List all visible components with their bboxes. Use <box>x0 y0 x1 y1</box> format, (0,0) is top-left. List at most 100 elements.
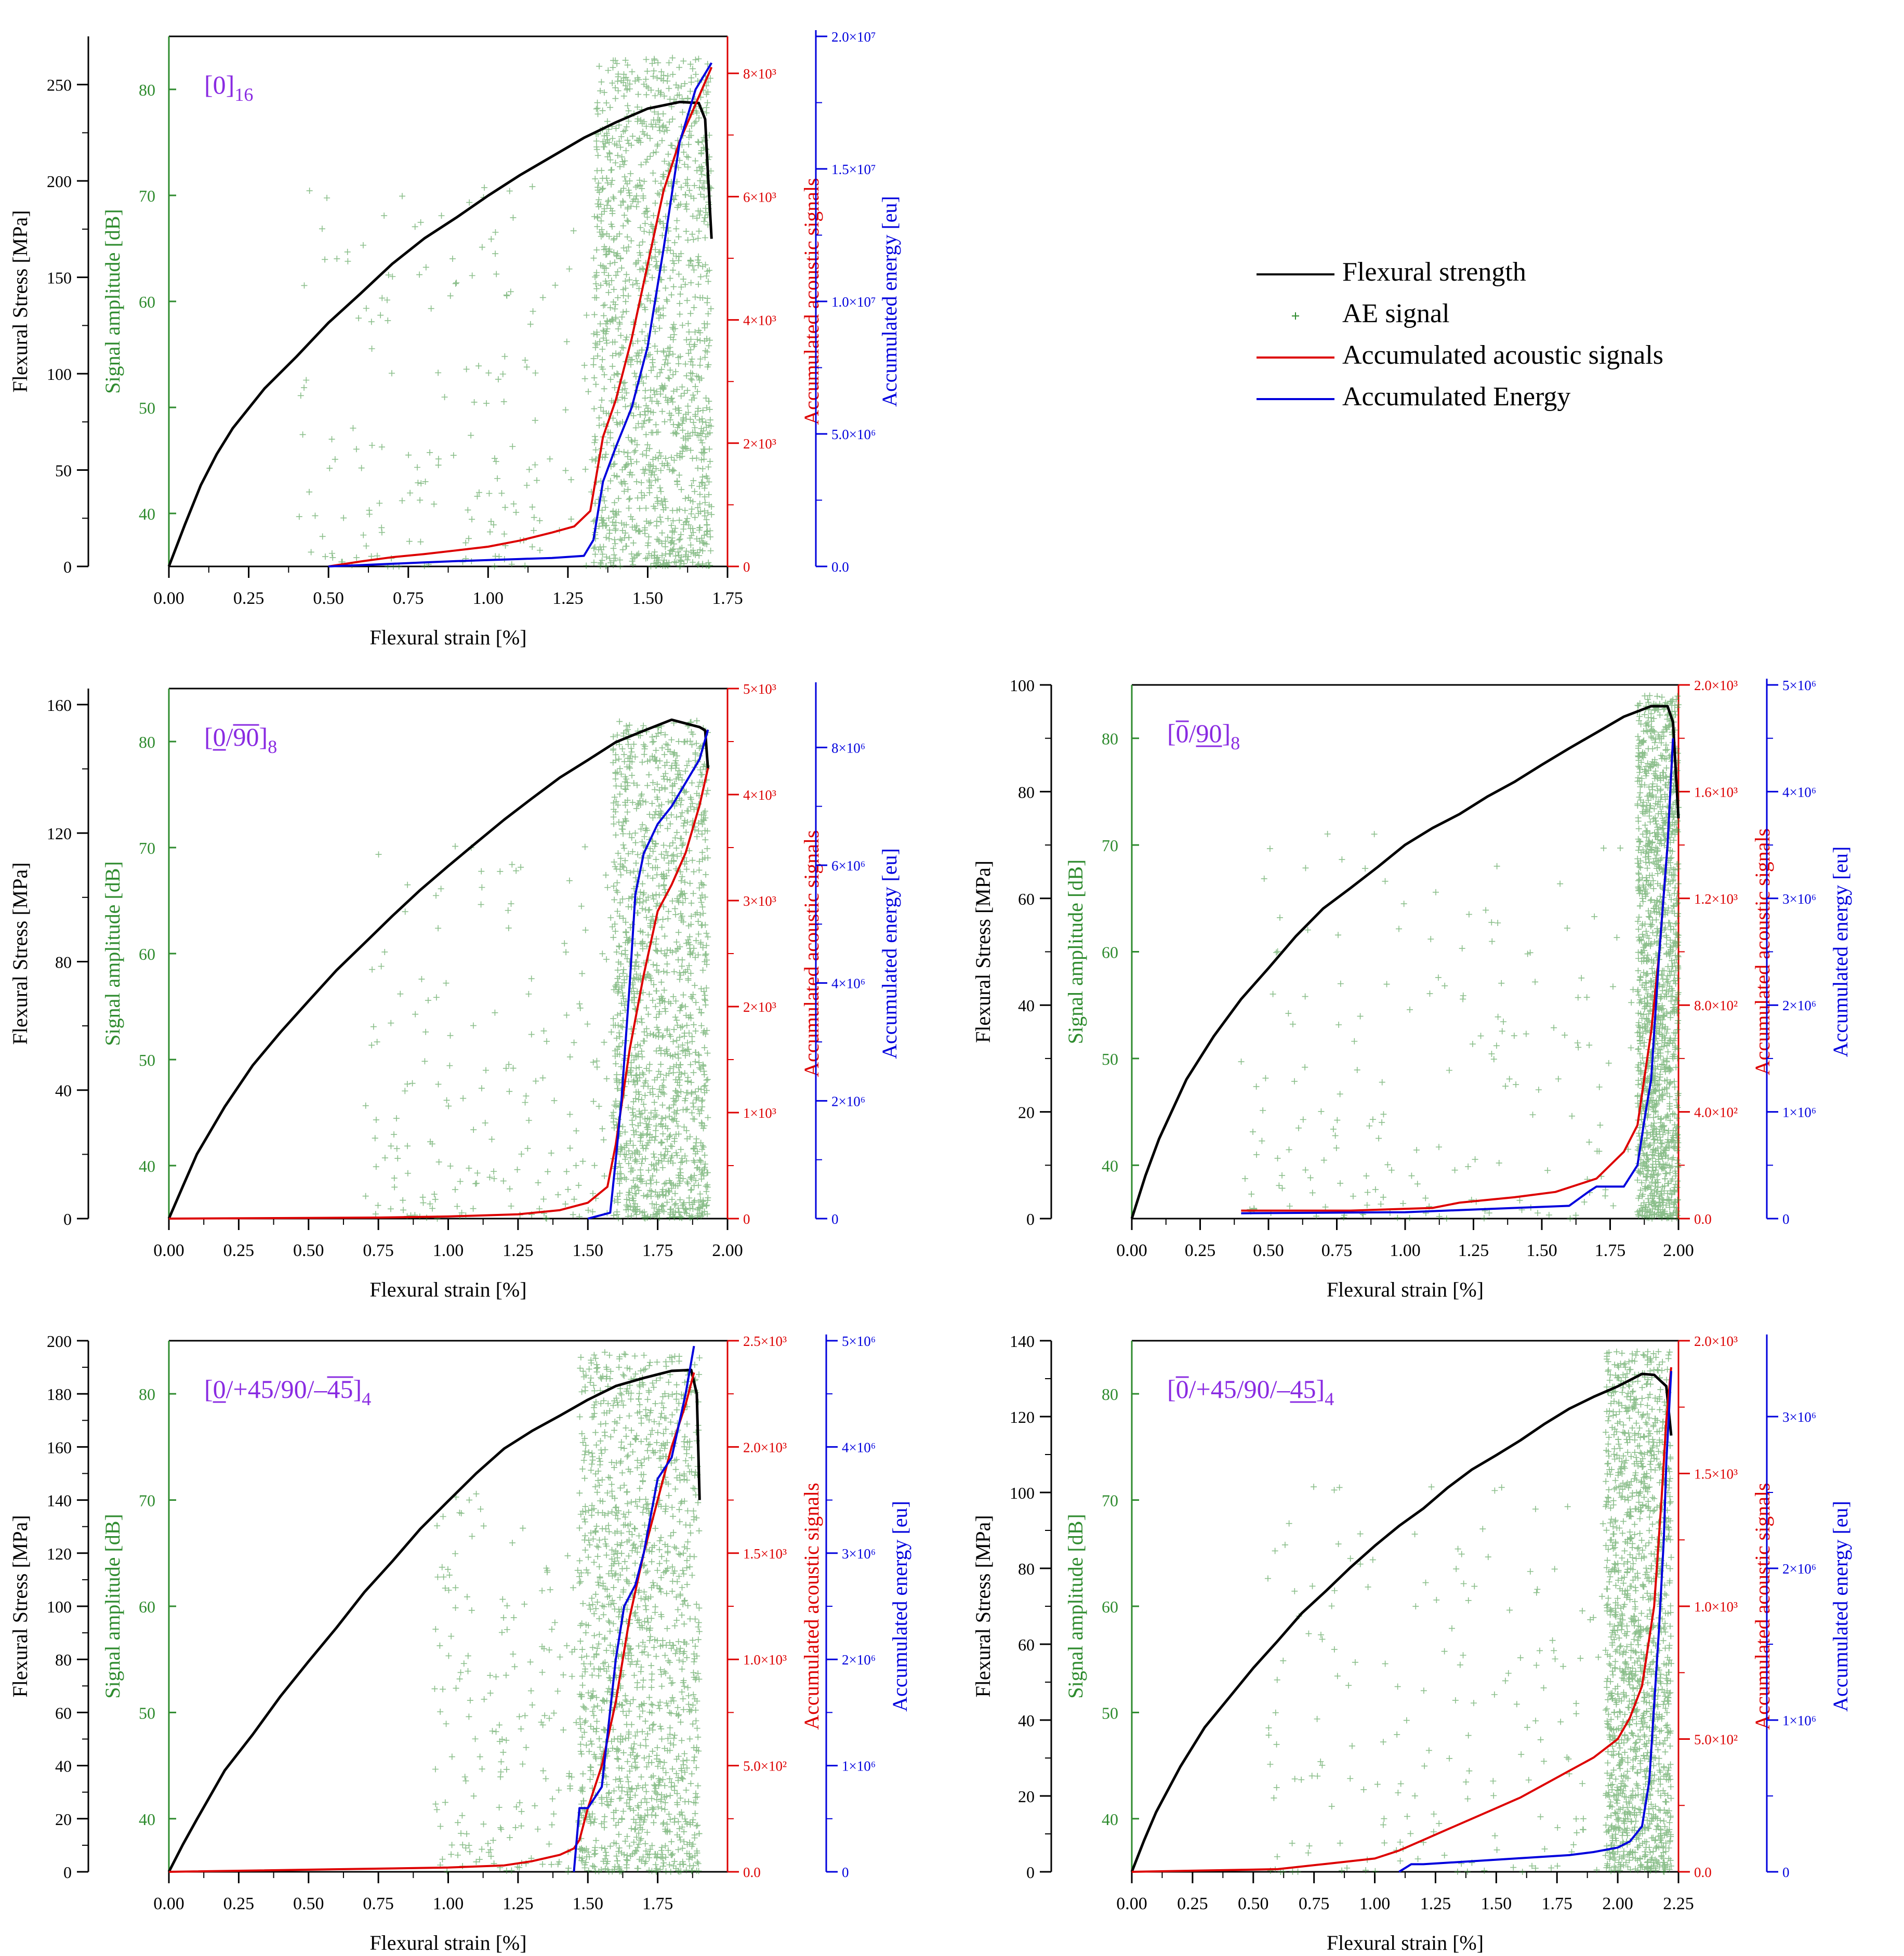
ae-signal-point <box>669 535 676 541</box>
ae-signal-point <box>671 260 678 267</box>
ae-signal-point <box>372 1211 379 1218</box>
ae-signal-point <box>322 256 328 263</box>
ae-signal-point <box>353 554 360 561</box>
ae-signal-point <box>642 1155 649 1162</box>
ae-signal-point <box>391 1175 398 1182</box>
ae-signal-point <box>593 138 600 144</box>
stress-tick-label: 20 <box>1018 1103 1035 1122</box>
ae-signal-point <box>619 989 626 996</box>
ae-signal-point <box>592 446 599 453</box>
ae-signal-point <box>615 1196 622 1202</box>
ae-signal-point <box>597 321 604 327</box>
ae-signal-point <box>686 933 693 940</box>
stress-tick-label: 80 <box>55 953 72 971</box>
ae-signal-point <box>644 554 651 561</box>
ae-signal-scatter <box>1238 692 1682 1222</box>
ae-signal-point <box>606 150 613 156</box>
ae-signal-point <box>704 527 711 534</box>
ae-signal-point <box>702 234 708 241</box>
ae-signal-point <box>593 272 600 279</box>
ae-signal-point <box>566 266 573 272</box>
ae-signal-point <box>665 237 671 244</box>
ae-signal-point <box>537 547 543 553</box>
ae-signal-point <box>362 1193 369 1199</box>
ae-signal-point <box>705 398 712 405</box>
ae-signal-point <box>653 421 659 428</box>
ae-signal-point <box>370 1023 377 1030</box>
ae-signal-point <box>691 982 698 989</box>
ae-signal-point <box>432 1196 439 1203</box>
ae-signal-point <box>682 768 689 774</box>
ae-signal-point <box>600 327 606 334</box>
ae-signal-point <box>612 775 619 782</box>
ae-signal-point <box>641 408 648 415</box>
ae-signal-point <box>623 83 629 89</box>
ae-signal-point <box>1436 1144 1442 1151</box>
ae-signal-point <box>688 900 695 906</box>
ae-signal-point <box>639 265 645 272</box>
ae-signal-point <box>388 1143 394 1149</box>
ae-signal-point <box>1562 1032 1568 1038</box>
ae-signal-point <box>664 825 671 832</box>
ae-signal-point <box>360 532 367 538</box>
ae-signal-point <box>698 171 705 178</box>
ae-signal-point <box>615 325 622 332</box>
ae-signal-point <box>593 341 600 348</box>
ae-signal-point <box>1657 711 1663 718</box>
ae-signal-point <box>374 1038 380 1045</box>
ae-signal-point <box>513 509 520 516</box>
ae-signal-point <box>633 458 640 465</box>
ae-signal-point <box>510 214 517 221</box>
ae-signal-point <box>1511 1033 1517 1039</box>
ae-signal-point <box>636 135 643 142</box>
x-tick-label: 0.00 <box>153 589 184 608</box>
ae-signal-point <box>661 92 668 99</box>
ae-signal-point <box>673 752 680 759</box>
ae-signal-point <box>345 258 351 265</box>
ae-signal-point <box>609 352 616 359</box>
ae-signal-point <box>621 534 628 541</box>
ae-signal-point <box>702 1082 709 1089</box>
ae-signal-point <box>1669 702 1675 709</box>
ae-signal-point <box>661 128 668 135</box>
ae-signal-point <box>669 399 676 405</box>
ae-signal-point <box>604 179 611 186</box>
ae-signal-point <box>691 341 698 348</box>
ae-signal-point <box>658 1115 665 1122</box>
ae-signal-point <box>531 514 537 521</box>
ae-signal-point <box>1586 1042 1593 1049</box>
ae-signal-point <box>633 1211 640 1218</box>
ae-signal-point <box>594 99 601 106</box>
energy-tick-label: 1×10⁶ <box>1782 1105 1816 1120</box>
ae-signal-point <box>687 336 694 342</box>
ae-signal-point <box>625 187 632 194</box>
ae-signal-point <box>618 133 625 140</box>
ae-signal-point <box>466 199 473 206</box>
ae-signal-point <box>669 257 676 264</box>
ae-signal-point <box>668 142 675 149</box>
ae-signal-point <box>1564 925 1570 932</box>
ae-signal-point <box>1658 837 1664 844</box>
ae-signal-point <box>671 750 678 757</box>
ae-signal-point <box>613 272 619 279</box>
ae-signal-point <box>1649 1161 1656 1168</box>
ae-signal-point <box>381 948 388 955</box>
ae-signal-point <box>610 733 617 740</box>
ae-signal-point <box>626 471 633 478</box>
ae-signal-point <box>1354 1066 1360 1073</box>
ae-signal-point <box>620 161 627 168</box>
ae-signal-point <box>698 772 705 778</box>
ae-signal-point <box>632 277 639 284</box>
ae-signal-point <box>671 905 678 912</box>
ae-signal-point <box>616 943 623 949</box>
ae-signal-point <box>1493 863 1500 869</box>
ae-signal-point <box>421 1058 428 1065</box>
ae-signal-point <box>328 436 335 443</box>
ae-signal-point <box>450 452 457 459</box>
ae-signal-point <box>1636 914 1643 920</box>
ae-signal-point <box>636 505 643 512</box>
ae-signal-point <box>651 1154 658 1160</box>
ae-signal-point <box>671 331 678 338</box>
ae-signal-point <box>648 1188 655 1195</box>
ae-signal-point <box>650 848 656 855</box>
